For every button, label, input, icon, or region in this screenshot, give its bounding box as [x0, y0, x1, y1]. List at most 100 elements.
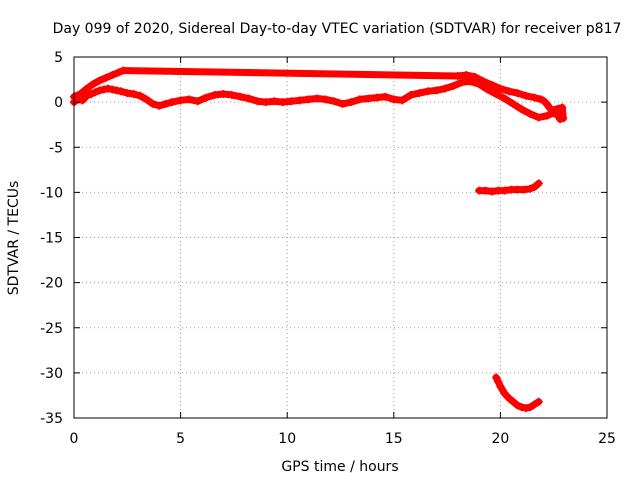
data-point — [202, 93, 211, 102]
y-tick-label: -35 — [40, 411, 63, 427]
data-point — [148, 99, 157, 108]
data-points — [70, 66, 568, 413]
data-point — [526, 109, 535, 118]
data-point — [287, 97, 296, 106]
data-point — [381, 92, 390, 101]
data-point — [492, 90, 501, 99]
data-point — [270, 97, 279, 106]
data-point — [494, 377, 503, 386]
data-point — [82, 84, 91, 93]
y-tick-label: 5 — [54, 50, 63, 66]
x-tick-label: 15 — [385, 431, 403, 447]
data-point — [389, 95, 398, 104]
data-point — [530, 93, 539, 102]
data-point — [487, 80, 496, 89]
x-tick-label: 0 — [70, 431, 79, 447]
data-point — [185, 95, 194, 104]
data-point — [487, 187, 496, 196]
data-point — [519, 185, 528, 194]
data-point — [521, 404, 530, 413]
data-point — [321, 95, 330, 104]
data-point — [492, 373, 501, 382]
data-point — [558, 103, 567, 112]
ticks: 0 5 10 15 20 25 5 0 -5 -10 -15 -20 -25 -30 -35 — [40, 50, 616, 447]
data-point — [440, 84, 449, 93]
data-point — [504, 394, 513, 403]
data-point — [500, 94, 509, 103]
data-point — [87, 90, 96, 99]
data-point — [347, 98, 356, 107]
data-point — [112, 86, 121, 95]
data-point — [123, 89, 132, 98]
data-point — [116, 87, 125, 96]
data-point — [210, 90, 219, 99]
data-point — [91, 88, 100, 97]
data-point — [509, 397, 518, 406]
x-tick-label: 5 — [176, 431, 185, 447]
data-point — [330, 97, 339, 106]
data-point — [517, 105, 526, 114]
data-point — [415, 89, 424, 98]
data-point — [504, 87, 513, 96]
data-point — [481, 186, 490, 195]
data-point — [372, 93, 381, 102]
data-point — [453, 71, 462, 80]
data-point — [95, 76, 104, 85]
data-point — [534, 179, 543, 188]
data-point — [78, 96, 87, 105]
data-point — [470, 72, 479, 81]
data-point — [406, 90, 415, 99]
data-point — [526, 403, 535, 412]
data-point — [530, 182, 539, 191]
data-point — [253, 97, 262, 106]
data-point — [462, 71, 471, 80]
data-point — [104, 84, 113, 93]
data-point — [517, 403, 526, 412]
data-point — [99, 85, 108, 94]
data-point — [193, 97, 202, 106]
data-point — [530, 400, 539, 409]
data-point — [364, 94, 373, 103]
data-point — [500, 186, 509, 195]
data-point — [534, 397, 543, 406]
data-point — [114, 68, 123, 77]
y-tick-label: -20 — [40, 276, 63, 292]
data-point — [176, 96, 185, 105]
data-point — [168, 98, 177, 107]
data-point — [521, 91, 530, 100]
x-tick-label: 10 — [278, 431, 296, 447]
data-point — [513, 401, 522, 410]
data-point — [108, 85, 117, 94]
data-point — [304, 95, 313, 104]
data-point — [129, 90, 138, 99]
data-point — [155, 101, 164, 110]
data-point — [236, 92, 245, 101]
data-point — [423, 87, 432, 96]
data-point — [219, 90, 228, 99]
data-point — [534, 113, 543, 122]
y-tick-label: 0 — [54, 95, 63, 111]
data-point — [313, 94, 322, 103]
data-point — [101, 73, 110, 82]
data-point — [278, 98, 287, 107]
data-point — [161, 99, 170, 108]
data-point — [142, 95, 151, 104]
data-point — [526, 184, 535, 193]
data-point — [95, 86, 104, 95]
data-point — [119, 66, 128, 75]
data-point — [547, 106, 556, 115]
y-axis-label: SDTVAR / TECUs — [6, 181, 22, 296]
data-point — [338, 99, 347, 108]
y-tick-label: -25 — [40, 321, 63, 337]
data-point — [227, 90, 236, 99]
data-point — [543, 111, 552, 120]
data-point — [108, 71, 117, 80]
data-point — [89, 80, 98, 89]
x-tick-label: 20 — [491, 431, 509, 447]
data-point — [458, 78, 467, 87]
y-tick-label: -15 — [40, 231, 63, 247]
y-tick-label: -10 — [40, 185, 63, 201]
data-point — [398, 96, 407, 105]
data-point — [355, 95, 364, 104]
